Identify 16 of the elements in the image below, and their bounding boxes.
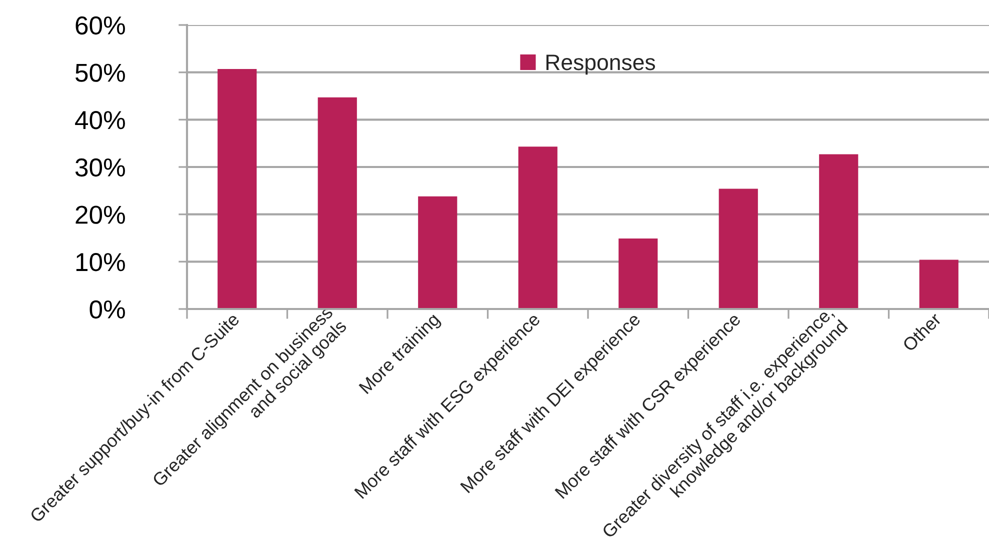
y-tick-label: 0% bbox=[90, 300, 125, 319]
y-tick-label: 30% bbox=[75, 158, 125, 177]
y-tick-label: 10% bbox=[76, 253, 125, 272]
legend-label: Responses bbox=[546, 54, 656, 75]
y-tick-label: 20% bbox=[76, 206, 125, 224]
y-tick-label: 60% bbox=[76, 16, 125, 35]
bar bbox=[718, 188, 758, 309]
y-tick-label: 40% bbox=[75, 111, 125, 130]
bar bbox=[218, 69, 257, 309]
bar bbox=[418, 196, 458, 309]
bar bbox=[518, 146, 558, 309]
bar bbox=[318, 97, 357, 309]
bar bbox=[618, 238, 658, 309]
bar bbox=[819, 154, 858, 309]
y-tick-label: 50% bbox=[75, 64, 125, 82]
bar bbox=[919, 260, 958, 309]
